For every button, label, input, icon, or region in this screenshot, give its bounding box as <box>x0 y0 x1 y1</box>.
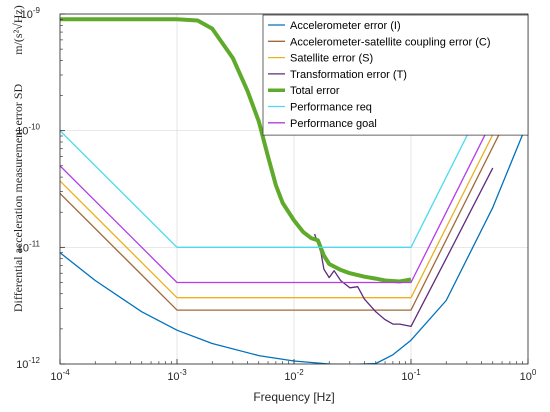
x-tick-label: 10-4 <box>50 368 70 383</box>
x-axis-label: Frequency [Hz] <box>253 390 334 404</box>
y-axis-unit: m/(s²√Hz) <box>11 5 25 55</box>
y-axis-label: Differential acceleration measurement er… <box>11 84 25 313</box>
legend-entry: Performance goal <box>290 118 377 130</box>
legend-entry: Total error <box>290 85 340 97</box>
legend-entry: Accelerometer error (I) <box>290 20 401 32</box>
series-line-performance-goal <box>60 48 528 284</box>
x-tick-label: 10-3 <box>167 368 187 383</box>
legend-entry: Transformation error (T) <box>290 69 407 81</box>
series-line-satellite-error-s <box>60 64 528 299</box>
legend: Accelerometer error (I) Accelerometer-sat… <box>262 14 529 136</box>
x-tick-label: 100 <box>520 368 537 383</box>
legend-entry: Performance req <box>290 102 372 114</box>
series-line-total-error <box>60 17 412 284</box>
x-tick-label: 10-2 <box>284 368 304 383</box>
legend-entry: Satellite error (S) <box>290 53 373 65</box>
series-line-accelerometer-error-i <box>60 121 528 364</box>
legend-entry: Accelerometer-satellite coupling error (… <box>290 36 491 48</box>
y-tick-label: 10-12 <box>16 356 40 371</box>
legend-box <box>262 14 529 136</box>
series-line-accelerometer-satellite-coupling-error-c <box>60 76 528 311</box>
y-axis-label-group: Differential acceleration measurement er… <box>11 5 25 312</box>
series-line-transformation-error-t <box>313 167 494 328</box>
x-tick-label: 10-1 <box>401 368 421 383</box>
